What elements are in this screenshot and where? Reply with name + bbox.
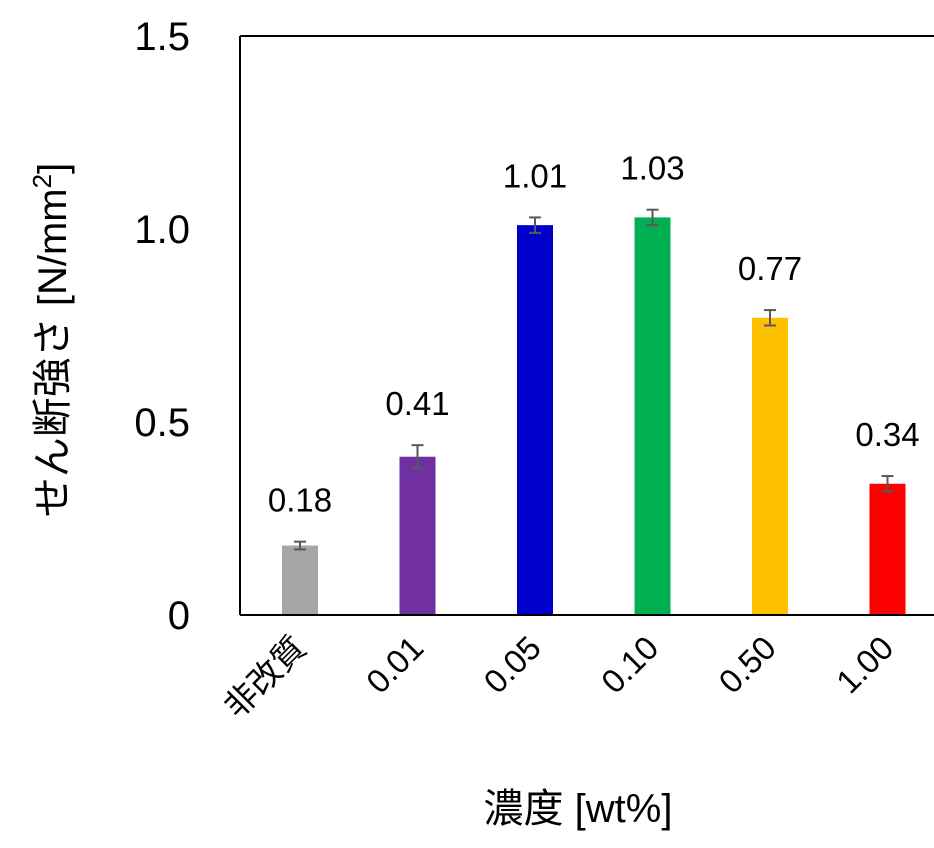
y-tick-label: 1.5 (134, 15, 190, 59)
bar (282, 545, 318, 615)
axis-layer (239, 35, 934, 616)
data-label: 1.01 (503, 157, 567, 194)
y-axis-label-main: せん断強さ [N/mm (31, 188, 75, 517)
x-tick-label: 非改質 (217, 629, 313, 725)
bar (752, 317, 788, 615)
bar (869, 483, 906, 615)
x-tick-label: 0.50 (711, 629, 783, 701)
data-label: 0.34 (855, 416, 919, 453)
x-tick-label: 0.10 (594, 629, 666, 701)
x-tick-label: 1.00 (829, 629, 901, 701)
x-tick-label: 0.01 (359, 629, 431, 701)
data-label: 1.03 (620, 150, 684, 187)
x-tick-label: 0.05 (476, 629, 548, 701)
bar (517, 225, 553, 615)
y-axis-label: せん断強さ [N/mm2] (27, 163, 75, 517)
y-tick-label: 0 (168, 594, 190, 638)
bar (634, 217, 671, 616)
data-labels: 0.18 0.41 1.01 1.03 0.77 0.34 (268, 150, 920, 519)
y-tick-label: 1.0 (134, 208, 190, 252)
bar (399, 456, 436, 615)
x-tick-labels: 非改質 0.01 0.05 0.10 0.50 1.00 (217, 629, 901, 725)
data-label: 0.41 (385, 385, 449, 422)
data-label: 0.77 (738, 250, 802, 287)
x-axis-label: 濃度 [wt%] (484, 787, 673, 831)
y-axis-label-suffix: ] (31, 163, 75, 174)
data-label: 0.18 (268, 482, 332, 519)
bars-layer (282, 208, 906, 616)
y-axis-label-superscript: 2 (27, 174, 57, 188)
y-tick-labels: 0 0.5 1.0 1.5 (134, 15, 190, 638)
y-tick-label: 0.5 (134, 401, 190, 445)
